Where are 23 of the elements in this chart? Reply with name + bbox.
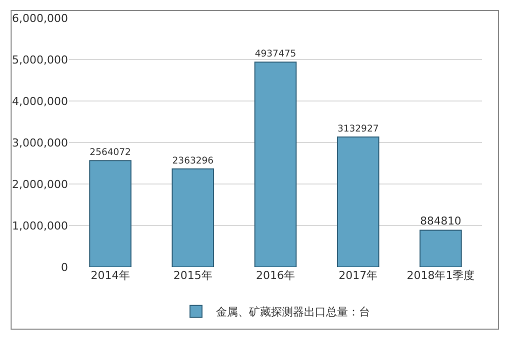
bar [254,62,297,267]
y-tick-label: 6,000,000 [12,12,68,25]
y-tick-label: 3,000,000 [12,136,68,150]
y-tick-label: 5,000,000 [12,53,68,66]
data-label: 3132927 [337,123,379,134]
y-tick-label: 0 [61,260,68,274]
bar [172,168,214,267]
y-tick-label: 4,000,000 [12,94,68,108]
y-tick-label: 1,000,000 [12,219,68,232]
data-label: 2363296 [172,155,214,166]
y-tick-label: 2,000,000 [12,178,68,191]
x-tick-label: 2018年1季度 [406,269,475,282]
x-tick-label: 2017年 [338,269,378,282]
x-tick-label: 2015年 [173,269,212,282]
bar [336,136,380,267]
x-tick-label: 2014年 [90,269,130,282]
data-label: 4937475 [254,48,296,60]
data-label: 884810 [420,214,462,228]
bar [89,160,132,267]
bar [420,230,462,267]
x-tick-label: 2016年 [256,269,295,282]
data-label: 2564072 [90,147,131,158]
legend-label: 金属、矿藏探测器出口总量：台 [216,306,370,319]
